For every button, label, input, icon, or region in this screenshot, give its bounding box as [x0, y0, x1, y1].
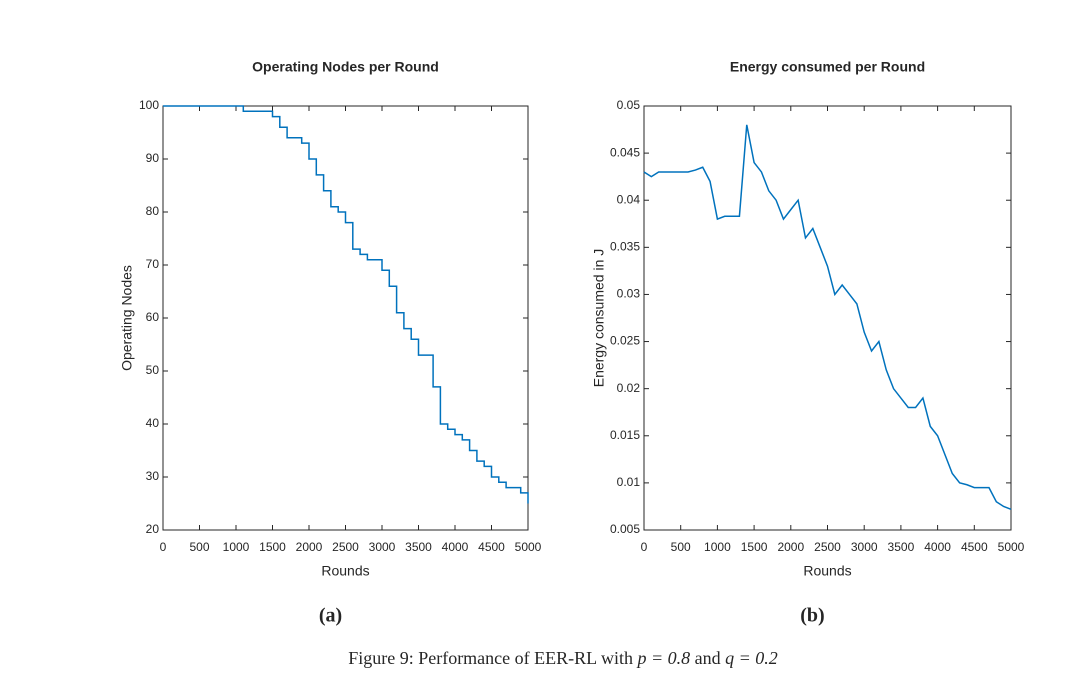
y-tick-label: 0.015 [610, 428, 640, 442]
y-axis-label: Energy consumed in J [591, 249, 607, 388]
data-line [163, 105, 529, 504]
y-tick-label: 0.02 [617, 381, 641, 395]
panel-label: (b) [800, 605, 824, 627]
figure-caption: Figure 9: Performance of EER-RL with p =… [348, 648, 778, 668]
x-tick-label: 3000 [851, 540, 878, 554]
y-tick-label: 80 [146, 204, 160, 218]
x-tick-label: 3500 [405, 540, 432, 554]
x-tick-label: 2500 [332, 540, 359, 554]
x-tick-label: 500 [671, 540, 691, 554]
caption-part: Figure 9: Performance of EER-RL with [348, 648, 637, 668]
chart-title: Operating Nodes per Round [252, 59, 439, 75]
y-tick-label: 50 [146, 363, 160, 377]
caption-part: and [690, 648, 725, 668]
x-tick-label: 4500 [478, 540, 505, 554]
x-tick-label: 0 [160, 540, 167, 554]
x-tick-label: 3500 [888, 540, 915, 554]
x-tick-label: 5000 [515, 540, 542, 554]
x-tick-label: 1500 [259, 540, 286, 554]
x-tick-label: 1000 [704, 540, 731, 554]
y-tick-label: 0.03 [617, 287, 641, 301]
x-axis-label: Rounds [321, 563, 369, 579]
plot-area [162, 105, 529, 531]
y-tick-label: 0.035 [610, 240, 640, 254]
x-tick-label: 2000 [296, 540, 323, 554]
y-tick-label: 90 [146, 151, 160, 165]
x-tick-label: 500 [189, 540, 209, 554]
y-tick-label: 70 [146, 257, 160, 271]
x-tick-label: 5000 [998, 540, 1025, 554]
y-tick-label: 30 [146, 469, 160, 483]
y-tick-label: 0.04 [617, 192, 641, 206]
y-tick-label: 0.05 [617, 98, 641, 112]
y-tick-label: 100 [139, 98, 159, 112]
x-tick-label: 4500 [961, 540, 988, 554]
y-tick-label: 40 [146, 416, 160, 430]
x-tick-label: 2000 [777, 540, 804, 554]
x-tick-label: 2500 [814, 540, 841, 554]
y-tick-label: 0.045 [610, 145, 640, 159]
plot-area [643, 105, 1012, 531]
x-tick-label: 4000 [924, 540, 951, 554]
y-axis-label: Operating Nodes [119, 265, 135, 371]
x-tick-label: 0 [641, 540, 648, 554]
x-tick-label: 1000 [223, 540, 250, 554]
y-tick-label: 20 [146, 522, 160, 536]
y-tick-label: 60 [146, 310, 160, 324]
panel-label: (a) [319, 605, 342, 627]
y-tick-label: 0.01 [617, 475, 641, 489]
x-tick-label: 3000 [369, 540, 396, 554]
data-line [643, 124, 1012, 510]
chart-title: Energy consumed per Round [730, 59, 925, 75]
x-tick-label: 4000 [442, 540, 469, 554]
caption-part: q = 0.2 [725, 648, 778, 668]
y-tick-label: 0.025 [610, 334, 640, 348]
x-axis-label: Rounds [803, 563, 851, 579]
y-tick-label: 0.005 [610, 522, 640, 536]
x-tick-label: 1500 [741, 540, 768, 554]
caption-part: p = 0.8 [635, 648, 690, 668]
